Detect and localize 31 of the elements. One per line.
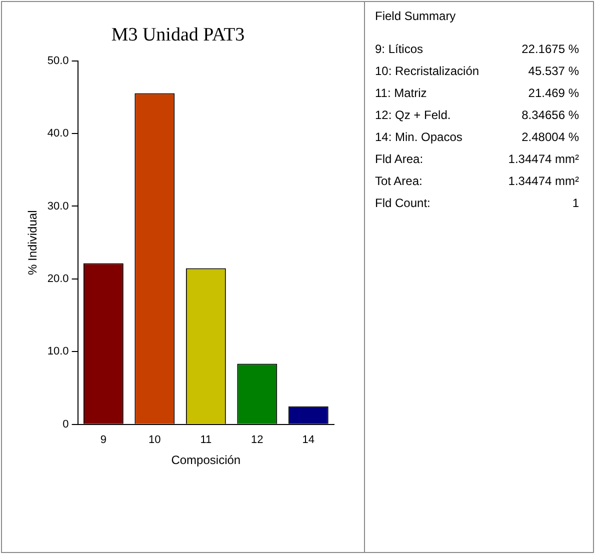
y-tick-label: 20.0 — [47, 272, 69, 285]
text: Tot Area: — [375, 174, 422, 188]
x-axis-title: Composición — [171, 453, 241, 468]
x-tick-label: 14 — [302, 434, 315, 446]
text: 2.48004 % — [522, 130, 579, 144]
text: 1.34474 mm² — [508, 152, 579, 166]
y-tick-label: 50.0 — [47, 54, 69, 67]
text: 1.34474 mm² — [508, 174, 579, 188]
text: 14: Min. Opacos — [375, 130, 462, 144]
text: 10: Recristalización — [375, 64, 480, 78]
y-tick-label: 40.0 — [47, 128, 69, 140]
text: Fld Area: — [375, 152, 424, 166]
text: 22.1675 % — [522, 42, 579, 56]
text: Fld Count: — [375, 196, 430, 210]
chart-title: M3 Unidad PAT3 — [111, 24, 245, 46]
x-tick-label: 11 — [200, 434, 212, 446]
y-tick-label: 30.0 — [47, 200, 69, 212]
y-tick-label: 0 — [62, 418, 69, 430]
text: 21.469 % — [528, 86, 579, 100]
x-tick-label: 12 — [251, 434, 264, 446]
text: 11: Matriz — [375, 86, 427, 100]
y-axis-title: % Individual — [26, 210, 40, 275]
text: 9: Líticos — [375, 42, 424, 56]
text: 1 — [572, 196, 579, 210]
x-tick-label: 10 — [148, 434, 161, 446]
text: Field Summary — [375, 9, 456, 23]
text: 8.34656 % — [522, 108, 579, 122]
text: 45.537 % — [528, 64, 579, 78]
x-tick-label: 9 — [100, 434, 106, 446]
text: 12: Qz + Feld. — [375, 108, 451, 122]
y-tick-label: 10.0 — [47, 346, 69, 358]
